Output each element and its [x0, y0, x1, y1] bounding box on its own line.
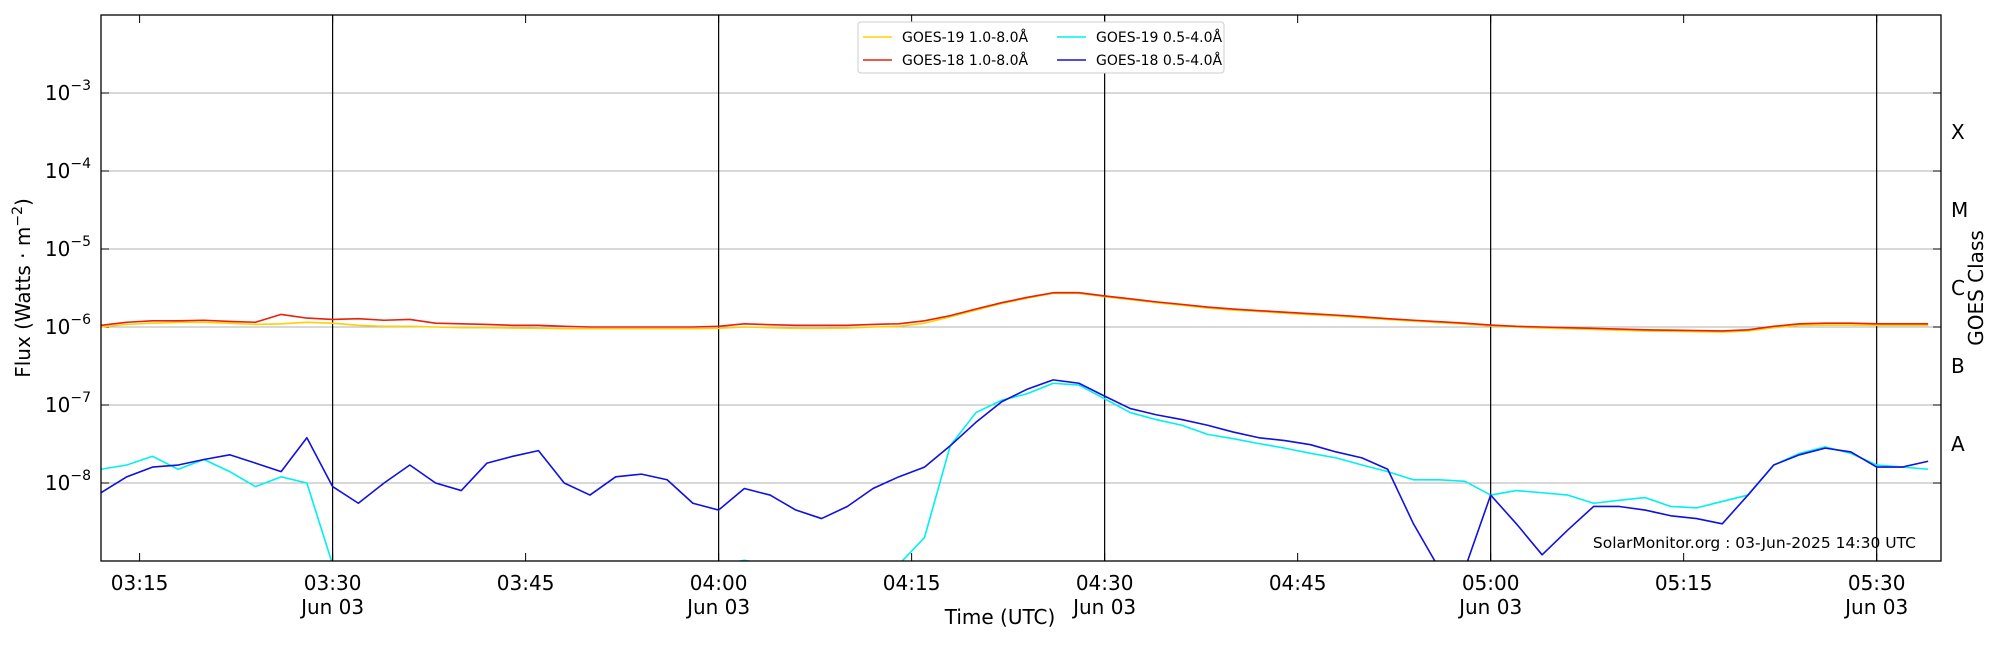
x-tick-date: Jun 03 — [1843, 595, 1908, 619]
legend-label: GOES-19 1.0-8.0Å — [902, 29, 1028, 46]
y-tick-label-exponent: −6 — [70, 312, 91, 328]
y-tick-label-exponent: −8 — [70, 468, 91, 484]
x-axis-label: Time (UTC) — [944, 605, 1056, 629]
plot-frame — [100, 14, 1942, 562]
y2-tick-label: X — [1951, 120, 1965, 144]
series-line — [101, 382, 1929, 561]
y-tick-label: 10−4 — [45, 156, 91, 183]
x-tick-label: 03:45 — [497, 571, 555, 595]
x-tick-label: 04:15 — [883, 571, 941, 595]
y-tick-label-base: 10 — [45, 81, 70, 105]
x-tick-date: Jun 03 — [685, 595, 750, 619]
x-tick-date: Jun 03 — [1071, 595, 1136, 619]
legend: GOES-19 1.0-8.0Å GOES-18 1.0-8.0Å GOES-19 … — [857, 21, 1225, 74]
legend-label: GOES-19 0.5-4.0Å — [1096, 29, 1222, 46]
legend-label: GOES-18 0.5-4.0Å — [1096, 52, 1222, 69]
x-tick-date: Jun 03 — [299, 595, 364, 619]
series-line — [101, 291, 1929, 332]
series-line — [101, 379, 1929, 561]
y-axis-label-text: Flux (Watts · m — [11, 227, 35, 378]
y2-tick-label: B — [1951, 354, 1965, 378]
y-tick-label-base: 10 — [45, 159, 70, 183]
y-tick-label: 10−3 — [45, 78, 91, 105]
y2-tick-label: M — [1951, 198, 1968, 222]
y2-axis-label: GOES Class — [1964, 230, 1988, 346]
y-tick-label-exponent: −7 — [70, 390, 91, 406]
y2-tick-label: A — [1951, 432, 1965, 456]
legend-box — [857, 21, 1225, 74]
x-tick-label: 03:30 — [304, 571, 362, 595]
y-tick-label-exponent: −3 — [70, 78, 91, 94]
y-axis-label: Flux (Watts · m−2) — [10, 198, 35, 378]
y-tick-label: 10−6 — [45, 312, 91, 339]
y-tick-label-exponent: −4 — [70, 156, 91, 172]
x-tick-label: 05:30 — [1848, 571, 1906, 595]
y-tick-label: 10−7 — [45, 390, 91, 417]
y-axis-label-exponent: −2 — [10, 206, 26, 227]
x-tick-label: 05:15 — [1655, 571, 1713, 595]
legend-label: GOES-18 1.0-8.0Å — [902, 52, 1028, 69]
x-tick-label: 05:00 — [1462, 571, 1520, 595]
series-line — [101, 292, 1929, 333]
y-tick-label-base: 10 — [45, 237, 70, 261]
y-tick-label: 10−8 — [45, 468, 91, 495]
y2-tick-label: C — [1951, 276, 1965, 300]
y-tick-label-base: 10 — [45, 393, 70, 417]
x-tick-date: Jun 03 — [1457, 595, 1522, 619]
y-axis-label-end: ) — [11, 198, 35, 206]
y-tick-label-exponent: −5 — [70, 234, 91, 250]
x-tick-label: 04:30 — [1076, 571, 1134, 595]
y-tick-label-base: 10 — [45, 315, 70, 339]
x-tick-label: 03:15 — [111, 571, 169, 595]
y-tick-label-base: 10 — [45, 471, 70, 495]
annotation: SolarMonitor.org : 03-Jun-2025 14:30 UTC — [1593, 534, 1916, 552]
x-tick-label: 04:45 — [1269, 571, 1327, 595]
plot-lines — [101, 291, 1929, 561]
y-tick-label: 10−5 — [45, 234, 91, 261]
x-tick-label: 04:00 — [690, 571, 748, 595]
